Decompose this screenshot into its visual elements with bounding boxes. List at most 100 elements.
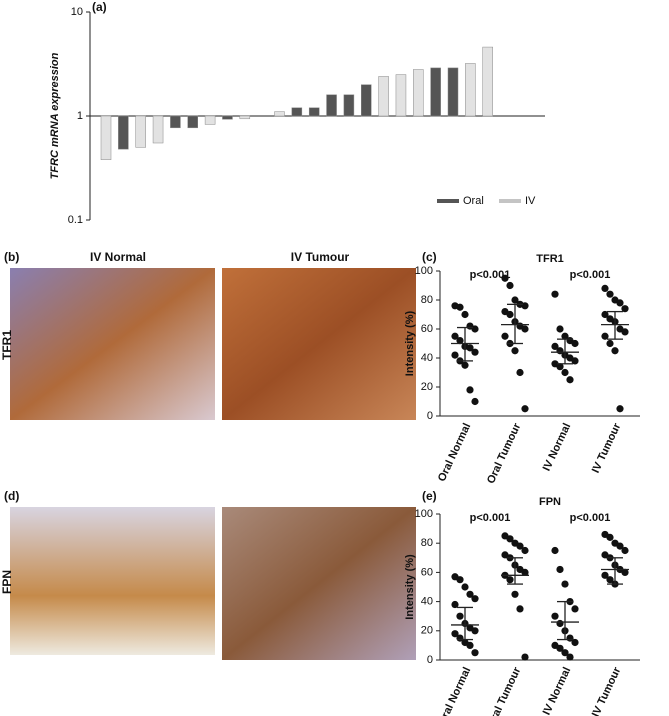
data-point	[516, 605, 524, 613]
y-tick-label: 80	[421, 537, 433, 549]
data-point	[501, 332, 509, 340]
data-point	[551, 546, 559, 555]
data-point	[561, 368, 569, 377]
data-point	[556, 619, 564, 628]
data-point	[471, 627, 479, 635]
data-point	[516, 368, 524, 377]
y-tick-label: 60	[421, 323, 433, 335]
bar	[395, 74, 407, 117]
data-point	[551, 290, 559, 298]
y-tick-label: 0	[427, 410, 433, 422]
x-tick-label: Oral Tumour	[485, 665, 524, 716]
row-label: TFR1	[0, 330, 14, 360]
data-point	[461, 361, 469, 369]
data-point	[571, 638, 579, 647]
histology-image	[10, 507, 215, 655]
data-point	[466, 344, 474, 352]
annotation: p<0.001	[470, 512, 511, 524]
data-point	[511, 347, 519, 355]
row-label: FPN	[0, 570, 14, 594]
bar	[482, 46, 493, 117]
annotation: p<0.001	[570, 269, 611, 281]
bar	[361, 84, 372, 117]
data-point	[616, 299, 624, 307]
data-point	[506, 281, 514, 290]
bar	[308, 107, 320, 117]
y-axis-label: TFRC mRNA expression	[49, 52, 61, 179]
bar	[274, 111, 285, 117]
x-tick-label: Oral Normal	[436, 421, 473, 483]
data-point	[551, 612, 559, 620]
column-label: IV Normal	[90, 250, 146, 264]
bar	[187, 115, 198, 129]
histology-image	[222, 268, 416, 420]
bar	[100, 115, 112, 160]
chart-title: FPN	[539, 496, 561, 508]
y-axis-label: Intensity (%)	[404, 310, 416, 376]
data-point	[606, 576, 614, 584]
y-tick-label: 1	[77, 110, 83, 122]
data-point	[501, 274, 509, 282]
data-point	[456, 303, 464, 311]
data-point	[471, 397, 479, 406]
bar	[239, 115, 251, 120]
data-point	[616, 542, 624, 550]
data-point	[451, 630, 459, 638]
data-point	[516, 542, 524, 550]
panel-label: (b)	[4, 250, 19, 264]
data-point	[451, 600, 459, 609]
bar	[170, 115, 181, 129]
data-point	[621, 328, 629, 336]
y-tick-label: 20	[421, 625, 433, 637]
data-point	[601, 284, 609, 292]
chart-title: TFR1	[536, 253, 564, 265]
data-point	[466, 590, 474, 598]
y-tick-label: 80	[421, 294, 433, 306]
data-point	[506, 576, 514, 584]
data-point	[456, 337, 464, 345]
data-point	[521, 568, 529, 577]
bar	[204, 115, 216, 125]
data-point	[571, 339, 579, 348]
histology-image	[222, 507, 416, 660]
y-axis-label: Intensity (%)	[404, 554, 416, 620]
data-point	[606, 533, 614, 541]
data-point	[451, 351, 459, 359]
data-point	[556, 325, 564, 333]
x-tick-label: IV Normal	[541, 665, 574, 716]
data-point	[561, 332, 569, 340]
data-point	[456, 612, 464, 620]
data-point	[461, 310, 469, 319]
bar	[118, 115, 129, 150]
y-tick-label: 40	[421, 352, 433, 364]
bar	[465, 63, 476, 117]
y-tick-label: 100	[415, 265, 433, 277]
panel-label: (a)	[92, 0, 107, 14]
data-point	[466, 386, 474, 394]
data-point	[566, 653, 574, 661]
bar	[326, 94, 337, 117]
data-point	[556, 363, 564, 371]
data-point	[551, 342, 559, 350]
bar	[447, 67, 459, 117]
data-point	[601, 310, 609, 319]
data-point	[601, 571, 609, 579]
bar	[291, 107, 303, 117]
data-point	[556, 565, 564, 574]
data-point	[571, 357, 579, 365]
data-point	[606, 339, 614, 348]
annotation: p<0.001	[570, 512, 611, 524]
data-point	[566, 376, 574, 384]
panel-label: (d)	[4, 489, 19, 503]
data-point	[621, 568, 629, 577]
data-point	[601, 332, 609, 340]
data-point	[621, 305, 629, 313]
y-tick-label: 100	[415, 508, 433, 520]
x-tick-label: IV Tumour	[590, 421, 624, 475]
data-point	[556, 644, 564, 652]
data-point	[561, 580, 569, 588]
data-point	[511, 296, 519, 304]
data-point	[506, 535, 514, 543]
panel-label: (c)	[422, 250, 437, 264]
